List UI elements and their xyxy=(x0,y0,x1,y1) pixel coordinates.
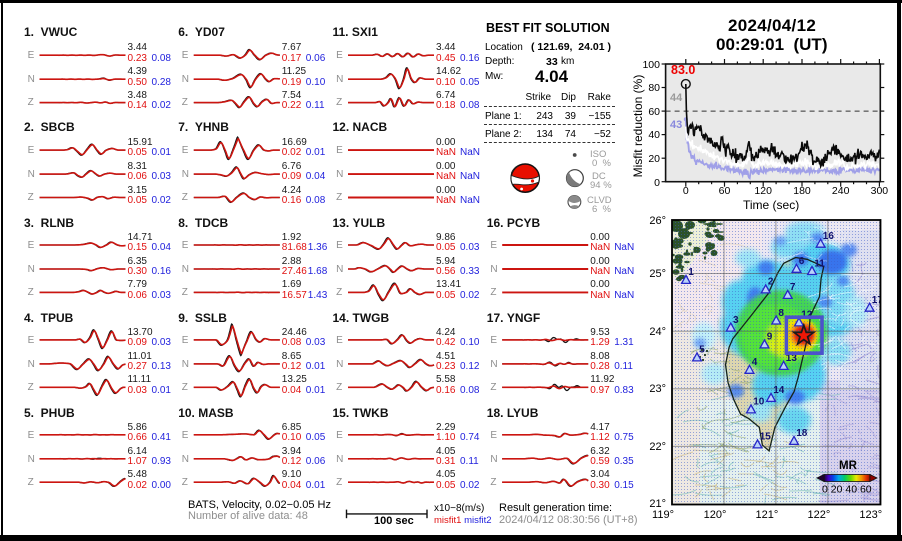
svg-text:MR: MR xyxy=(839,460,858,472)
svg-text:3: 3 xyxy=(733,315,739,326)
svg-text:11: 11 xyxy=(814,258,825,269)
svg-text:13: 13 xyxy=(786,353,798,364)
svg-text:Misfit reduction (%): Misfit reduction (%) xyxy=(631,75,645,178)
svg-text:2: 2 xyxy=(768,277,774,288)
svg-text:10: 10 xyxy=(753,397,765,408)
svg-text:5: 5 xyxy=(699,345,705,356)
svg-text:1: 1 xyxy=(688,267,694,278)
svg-text:6: 6 xyxy=(799,256,805,267)
svg-text:0 20 40 60: 0 20 40 60 xyxy=(822,484,872,496)
svg-text:7: 7 xyxy=(790,282,796,293)
svg-text:15: 15 xyxy=(760,432,772,443)
svg-text:14: 14 xyxy=(773,385,785,396)
svg-text:16: 16 xyxy=(823,231,835,242)
svg-text:18: 18 xyxy=(796,428,808,439)
svg-text:4: 4 xyxy=(752,357,758,368)
svg-text:9: 9 xyxy=(767,332,773,343)
svg-text:8: 8 xyxy=(778,308,784,319)
svg-text:12: 12 xyxy=(801,310,813,321)
svg-text:17: 17 xyxy=(872,295,884,306)
